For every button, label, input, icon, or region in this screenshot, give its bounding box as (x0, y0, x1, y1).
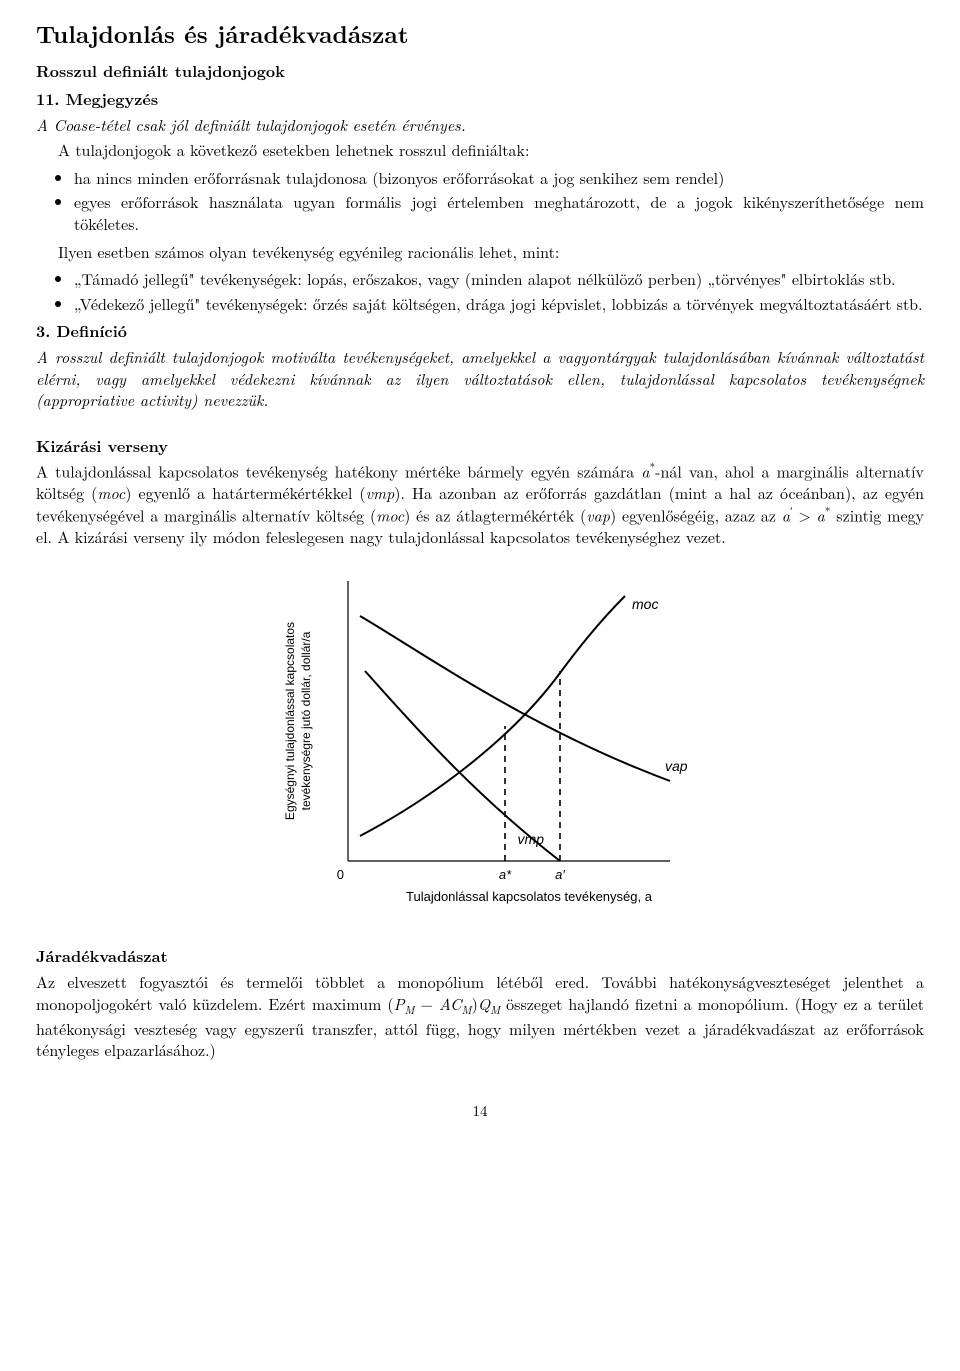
bullet-list-2: „Támadó jellegű" tevékenységek: lopás, e… (36, 268, 924, 314)
svg-text:a′: a′ (555, 867, 565, 882)
subheading-rentseeking: Járadékvadászat (36, 945, 924, 967)
economics-chart: 0 a* a′ moc vap vmp Tulajdonlással kapcsolatos… (36, 561, 924, 921)
subheading-exclusion: Kizárási verseny (36, 435, 924, 457)
svg-text:a*: a* (499, 867, 512, 882)
note-text: A Coase-tétel csak jól definiált tulajdo… (36, 114, 924, 136)
svg-text:vmp: vmp (518, 831, 545, 847)
exclusion-para: A tulajdonlással kapcsolatos tevékenység… (36, 460, 924, 547)
svg-text:Egységnyi tulajdonlással kapcs: Egységnyi tulajdonlással kapcsolatos (283, 622, 297, 820)
rentseeking-para: Az elveszett fogyasztói és termelői több… (36, 971, 924, 1061)
list-item: „Támadó jellegű" tevékenységek: lopás, e… (74, 268, 924, 290)
svg-text:vap: vap (665, 758, 688, 774)
page-number: 14 (36, 1101, 924, 1121)
intro-para-2: Ilyen esetben számos olyan tevékenység e… (58, 241, 924, 263)
subheading-poor-rights: Rosszul definiált tulajdonjogok (36, 60, 924, 82)
svg-text:Tulajdonlással kapcsolatos tev: Tulajdonlással kapcsolatos tevékenység, … (406, 889, 653, 904)
svg-text:moc: moc (632, 596, 658, 612)
svg-text:0: 0 (337, 867, 344, 882)
list-item: egyes erőforrások használata ugyan formá… (74, 191, 924, 234)
page-title: Tulajdonlás és járadékvadászat (36, 18, 924, 50)
note-label: 11. Megjegyzés (36, 88, 924, 110)
list-item: ha nincs minden erőforrásnak tulajdonosa… (74, 167, 924, 189)
bullet-list-1: ha nincs minden erőforrásnak tulajdonosa… (36, 167, 924, 235)
intro-para-1: A tulajdonjogok a következő esetekben le… (58, 139, 924, 161)
definition-text: A rosszul definiált tulajdonjogok motivá… (36, 346, 924, 411)
definition-label: 3. Definíció (36, 320, 924, 342)
svg-text:tevékenységre jutó dollár, dol: tevékenységre jutó dollár, dollár/a (299, 632, 313, 811)
list-item: „Védekező jellegű" tevékenységek: őrzés … (74, 293, 924, 315)
